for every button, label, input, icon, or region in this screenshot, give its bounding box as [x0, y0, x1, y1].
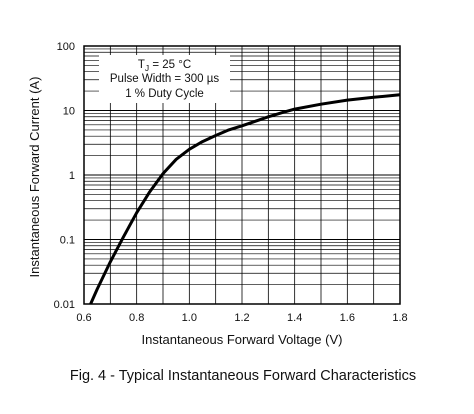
- x-tick-label: 1.8: [392, 312, 407, 324]
- y-axis-label: Instantaneous Forward Current (A): [27, 77, 42, 278]
- x-tick-label: 1.0: [182, 312, 197, 324]
- conditions-note-line-2: Pulse Width = 300 µs: [110, 73, 219, 85]
- y-tick-label: 0.1: [60, 235, 75, 247]
- x-tick-label: 1.4: [287, 312, 302, 324]
- x-tick-label: 0.8: [129, 312, 144, 324]
- x-axis-label: Instantaneous Forward Voltage (V): [142, 332, 343, 347]
- y-tick-labels: 0.01 0.1 1 10 100: [54, 41, 75, 311]
- y-tick-label: 1: [69, 170, 75, 182]
- plot-frame: [83, 45, 401, 305]
- x-tick-labels: 0.6 0.8 1.0 1.2 1.4 1.6 1.8: [76, 312, 407, 324]
- figure-caption: Fig. 4 - Typical Instantaneous Forward C…: [70, 368, 416, 384]
- y-tick-label: 0.01: [54, 299, 75, 311]
- x-tick-label: 1.6: [340, 312, 355, 324]
- conditions-note-line-1: TJ = 25 °C: [138, 59, 191, 73]
- y-tick-label: 100: [57, 41, 75, 53]
- conditions-note-background: [99, 55, 230, 103]
- x-tick-label: 0.6: [76, 312, 91, 324]
- conditions-note: TJ = 25 °C Pulse Width = 300 µs 1 % Duty…: [99, 55, 230, 103]
- grid-lines: [84, 46, 400, 304]
- forward-current-curve: [89, 93, 401, 305]
- conditions-note-line-3: 1 % Duty Cycle: [125, 88, 204, 100]
- x-tick-label: 1.2: [234, 312, 249, 324]
- y-tick-label: 10: [63, 106, 75, 118]
